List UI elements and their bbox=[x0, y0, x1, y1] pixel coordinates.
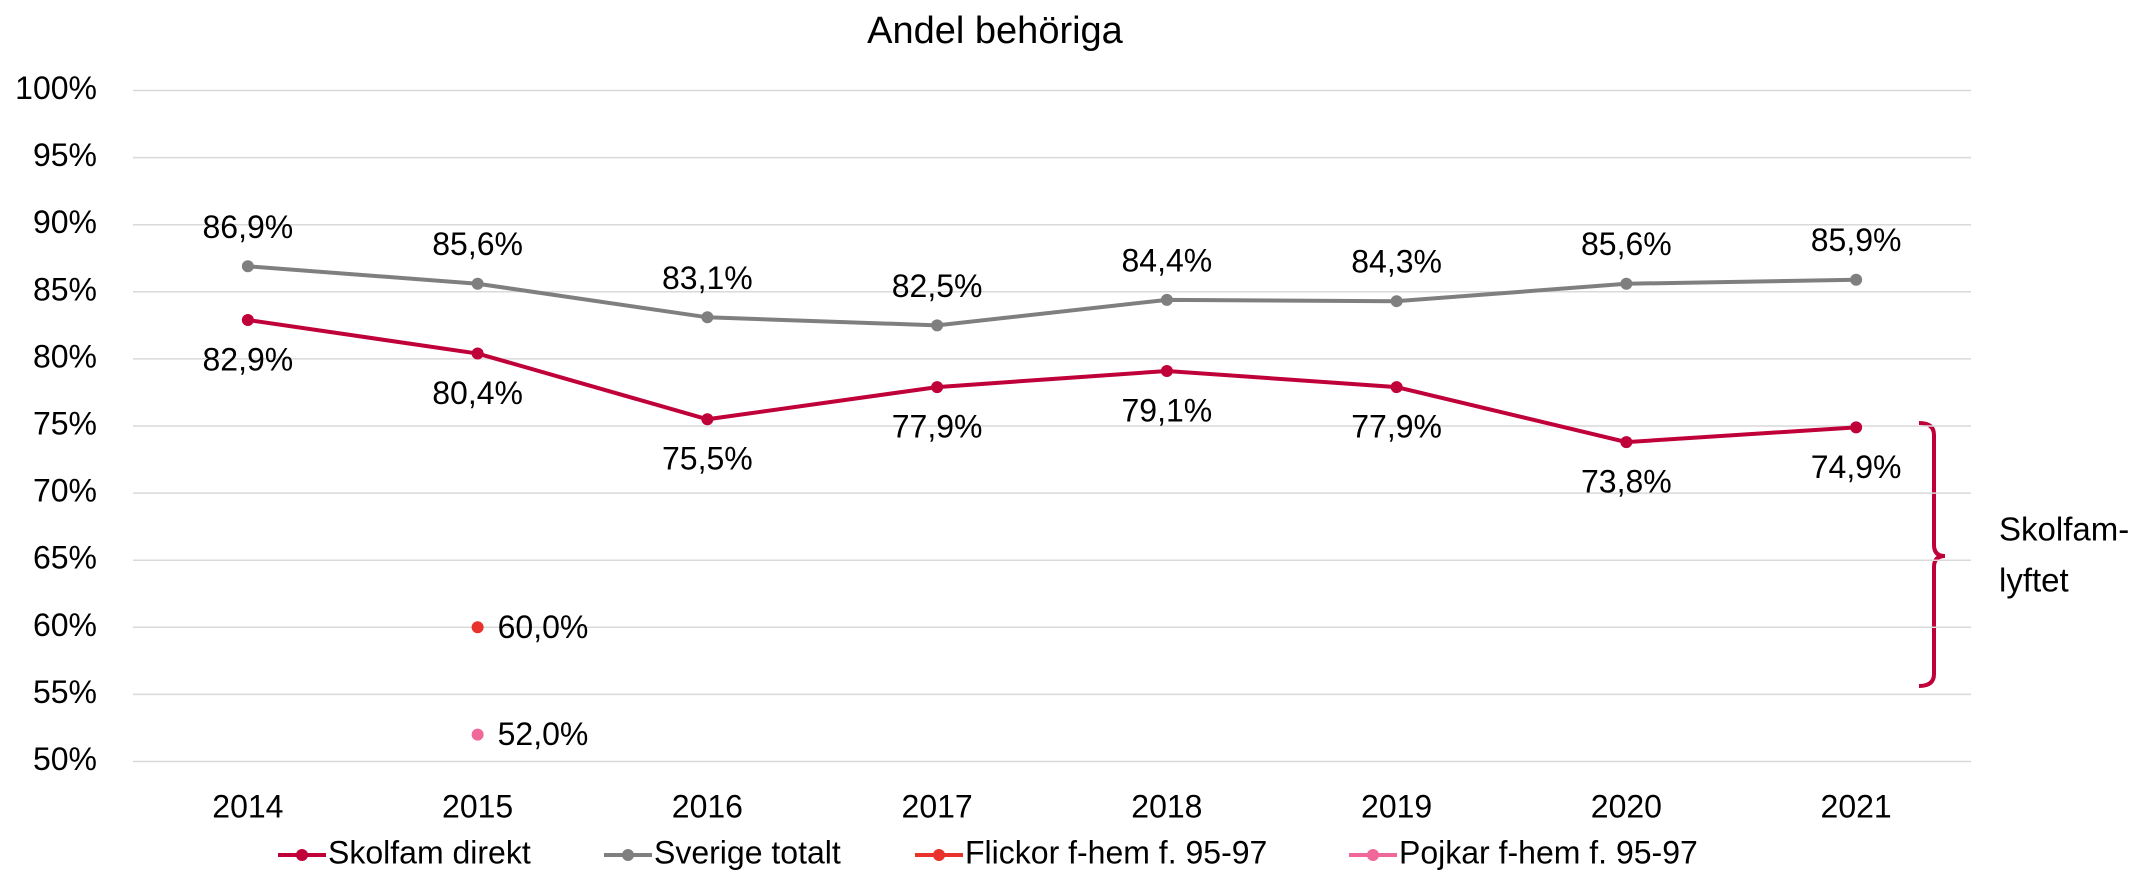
data-point bbox=[1850, 273, 1863, 286]
legend-label: Sverige totalt bbox=[654, 834, 841, 870]
data-point bbox=[471, 728, 484, 741]
data-label: 79,1% bbox=[1122, 392, 1213, 428]
y-tick-label: 70% bbox=[33, 473, 97, 509]
data-label: 85,6% bbox=[1581, 226, 1672, 262]
legend-label: Flickor f-hem f. 95-97 bbox=[965, 834, 1267, 870]
y-tick-label: 85% bbox=[33, 271, 97, 307]
data-point bbox=[1620, 277, 1633, 290]
series-line bbox=[247, 318, 1857, 445]
data-point bbox=[241, 260, 254, 273]
data-label: 82,9% bbox=[203, 341, 294, 377]
data-point bbox=[1390, 381, 1403, 394]
data-point bbox=[1160, 293, 1173, 306]
x-tick-label: 2014 bbox=[212, 788, 283, 824]
y-tick-label: 90% bbox=[33, 204, 97, 240]
y-tick-label: 95% bbox=[33, 137, 97, 173]
data-label: 84,4% bbox=[1122, 242, 1213, 278]
x-tick-label: 2019 bbox=[1361, 788, 1432, 824]
data-label: 73,8% bbox=[1581, 464, 1672, 500]
x-tick-label: 2016 bbox=[672, 788, 743, 824]
data-point bbox=[471, 347, 484, 360]
data-point bbox=[241, 313, 254, 326]
data-label: 83,1% bbox=[662, 260, 753, 296]
bracket bbox=[1918, 421, 1946, 688]
data-label: 80,4% bbox=[432, 375, 523, 411]
series-line bbox=[247, 264, 1857, 328]
data-label: 82,5% bbox=[892, 268, 983, 304]
data-point bbox=[1390, 295, 1403, 308]
x-tick-label: 2015 bbox=[442, 788, 513, 824]
legend-swatch bbox=[1367, 849, 1379, 861]
data-point bbox=[471, 277, 484, 290]
chart-title: Andel behöriga bbox=[867, 10, 1124, 52]
data-label: 86,9% bbox=[203, 209, 294, 245]
legend-label: Skolfam direkt bbox=[328, 834, 531, 870]
data-point bbox=[701, 413, 714, 426]
legend-swatch bbox=[933, 849, 945, 861]
y-tick-label: 50% bbox=[33, 741, 97, 777]
data-label: 60,0% bbox=[498, 609, 589, 645]
x-tick-label: 2020 bbox=[1591, 788, 1662, 824]
data-label: 85,9% bbox=[1811, 222, 1902, 258]
data-label: 77,9% bbox=[1351, 409, 1442, 445]
y-tick-label: 55% bbox=[33, 674, 97, 710]
x-tick-label: 2018 bbox=[1131, 788, 1202, 824]
data-point bbox=[471, 621, 484, 634]
data-label: 77,9% bbox=[892, 409, 983, 445]
data-label: 75,5% bbox=[662, 441, 753, 477]
x-tick-label: 2021 bbox=[1821, 788, 1892, 824]
annotation: lyftet bbox=[1999, 562, 2069, 599]
y-tick-label: 100% bbox=[15, 70, 97, 106]
legend-swatch bbox=[296, 849, 308, 861]
y-tick-label: 65% bbox=[33, 540, 97, 576]
data-point bbox=[701, 311, 714, 324]
data-point bbox=[1160, 364, 1173, 377]
data-point bbox=[1620, 436, 1633, 449]
y-tick-label: 75% bbox=[33, 405, 97, 441]
legend-swatch bbox=[622, 849, 634, 861]
data-label: 52,0% bbox=[498, 716, 589, 752]
y-tick-label: 80% bbox=[33, 338, 97, 374]
annotation: Skolfam- bbox=[1999, 511, 2129, 548]
data-label: 74,9% bbox=[1811, 449, 1902, 485]
data-label: 84,3% bbox=[1351, 244, 1442, 280]
data-point bbox=[1850, 421, 1863, 434]
data-point bbox=[931, 319, 944, 332]
y-tick-label: 60% bbox=[33, 607, 97, 643]
data-point bbox=[931, 381, 944, 394]
data-label: 85,6% bbox=[432, 226, 523, 262]
x-tick-label: 2017 bbox=[902, 788, 973, 824]
legend-label: Pojkar f-hem f. 95-97 bbox=[1399, 834, 1698, 870]
